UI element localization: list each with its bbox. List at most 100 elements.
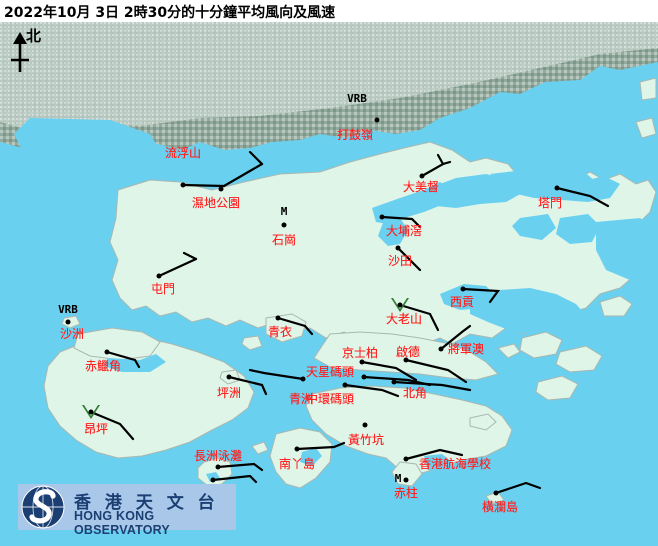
station-marker[interactable] <box>460 286 466 292</box>
station-marker[interactable] <box>361 374 367 380</box>
station-marker[interactable] <box>391 379 397 385</box>
wind-barb <box>380 215 422 229</box>
station-label: 石崗 <box>271 233 297 247</box>
station-marker[interactable] <box>180 182 186 188</box>
station-label: 流浮山 <box>164 146 202 160</box>
wind-barb <box>461 287 501 304</box>
station-marker[interactable] <box>218 186 224 192</box>
station-marker[interactable] <box>65 319 71 325</box>
station-marker[interactable] <box>359 359 365 365</box>
wind-barb <box>227 375 268 396</box>
station-marker[interactable] <box>374 117 380 123</box>
station-marker[interactable] <box>493 490 499 496</box>
station-label: 沙田 <box>387 254 413 268</box>
wind-barb <box>276 316 314 336</box>
station-label: 香港航海學校 <box>418 457 492 471</box>
calm-wind-flag: M <box>280 205 288 218</box>
station-marker[interactable] <box>342 382 348 388</box>
station-marker[interactable] <box>419 173 425 179</box>
station-label: 將軍澳 <box>447 342 485 356</box>
station-overlay: 北 打鼓嶺 VRB 流浮山濕地公園石崗 M 屯門沙洲 VRB 赤鱲角昂坪 大美督塔門大埔滘沙田… <box>0 22 658 546</box>
wind-barb <box>555 186 610 208</box>
wind-barb-feather <box>436 153 445 166</box>
station-label: 赤柱 <box>393 486 419 500</box>
station-marker[interactable] <box>226 374 232 380</box>
station-marker[interactable] <box>403 477 409 483</box>
station-marker[interactable] <box>395 245 401 251</box>
station-marker[interactable] <box>403 456 409 462</box>
wind-barb <box>360 360 418 382</box>
hko-logo: 香 港 天 文 台 HONG KONG OBSERVATORY <box>18 484 236 537</box>
wind-barb <box>404 448 464 461</box>
map-canvas: 北 打鼓嶺 VRB 流浮山濕地公園石崗 M 屯門沙洲 VRB 赤鱲角昂坪 大美督塔門大埔滘沙田… <box>0 22 658 546</box>
station-marker[interactable] <box>300 376 306 382</box>
wind-barb <box>157 257 198 278</box>
station-label: 北角 <box>402 386 428 400</box>
station-label: 中環碼頭 <box>305 392 355 406</box>
wind-barb-layer <box>89 150 610 495</box>
station-label: 南丫島 <box>278 457 316 471</box>
wind-barb <box>439 324 472 351</box>
north-label: 北 <box>26 27 42 45</box>
station-label: 大美督 <box>402 180 440 194</box>
station-label: 天星碼頭 <box>305 365 355 379</box>
page-title: 2022年10月 3日 2時30分的十分鐘平均風向及風速 <box>4 5 336 21</box>
station-marker[interactable] <box>379 214 385 220</box>
station-label: 西貢 <box>449 295 475 309</box>
wind-barb <box>216 462 264 472</box>
station-marker[interactable] <box>104 349 110 355</box>
wind-barb-feather <box>182 251 198 261</box>
station-label: 大老山 <box>385 312 423 326</box>
station-label: 黃竹坑 <box>347 433 385 447</box>
station-marker[interactable] <box>281 222 287 228</box>
station-label: 昂坪 <box>83 422 109 436</box>
station-marker[interactable] <box>362 422 368 428</box>
station-label: 打鼓嶺 <box>336 128 374 142</box>
station-marker[interactable] <box>438 346 444 352</box>
station-label: 京士柏 <box>341 346 379 360</box>
variable-wind-flag: VRB <box>58 303 78 316</box>
station-marker[interactable] <box>397 302 403 308</box>
station-label: 青衣 <box>267 325 293 339</box>
wind-barb <box>211 474 258 484</box>
hko-logo-en: HONG KONG OBSERVATORY <box>74 509 170 537</box>
wind-barb <box>181 162 264 188</box>
hko-logo-zh: 香 港 天 文 台 <box>74 493 219 513</box>
station-marker[interactable] <box>210 477 216 483</box>
station-label: 橫瀾島 <box>481 500 519 514</box>
hko-logo-icon <box>20 484 66 530</box>
station-marker[interactable] <box>554 185 560 191</box>
station-marker[interactable] <box>294 446 300 452</box>
wind-barb <box>105 350 141 369</box>
station-marker[interactable] <box>275 315 281 321</box>
wind-barb <box>392 380 472 392</box>
wind-barb <box>494 481 542 495</box>
variable-wind-flag: VRB <box>347 92 367 105</box>
station-label: 啟德 <box>395 345 421 359</box>
station-marker[interactable] <box>215 464 221 470</box>
station-label: 屯門 <box>150 282 176 296</box>
wind-barb <box>248 368 305 381</box>
calm-wind-flag: M <box>394 472 402 485</box>
title-bar: 2022年10月 3日 2時30分的十分鐘平均風向及風速 <box>0 0 658 22</box>
station-label: 大埔滘 <box>385 224 423 238</box>
station-label: 塔門 <box>537 196 563 210</box>
wind-barb <box>343 383 400 398</box>
station-label: 青洲 <box>288 392 314 406</box>
station-label: 坪洲 <box>216 386 242 400</box>
wind-barb-feather <box>248 150 264 166</box>
station-marker[interactable] <box>156 273 162 279</box>
station-marker[interactable] <box>403 357 409 363</box>
station-label: 沙洲 <box>59 327 85 341</box>
station-label: 赤鱲角 <box>84 359 122 373</box>
wind-barb <box>89 410 135 441</box>
wind-barb <box>404 358 468 384</box>
station-label: 濕地公園 <box>191 196 241 210</box>
station-marker[interactable] <box>88 409 94 415</box>
map-geometry <box>0 22 658 546</box>
wind-barb <box>295 441 346 451</box>
wind-barb <box>396 246 422 272</box>
wind-barb <box>398 303 440 332</box>
station-label: 長洲泳灘 <box>193 449 243 463</box>
